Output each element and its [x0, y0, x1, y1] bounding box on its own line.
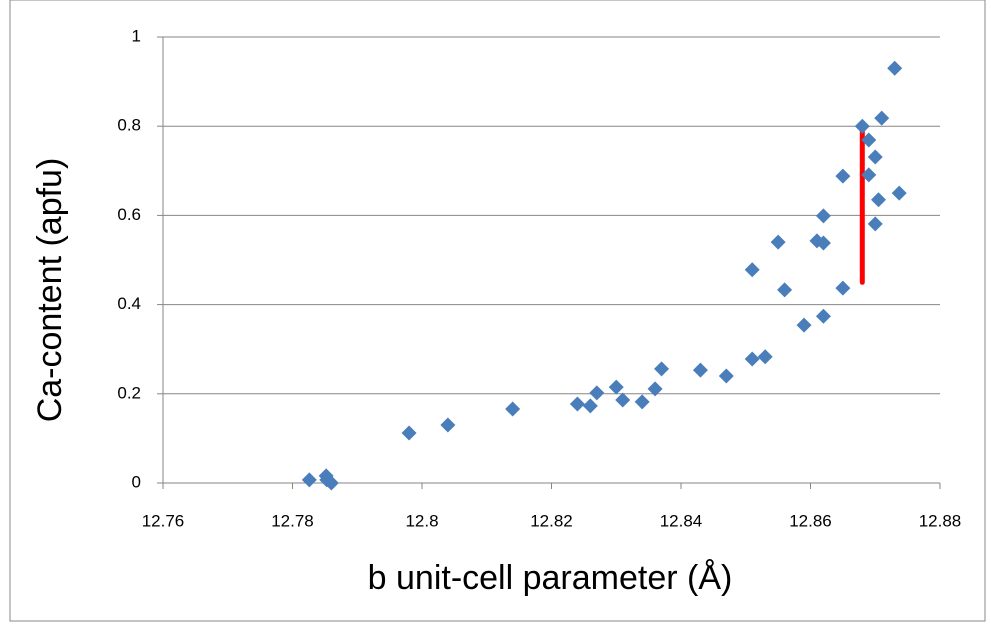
- point: [692, 362, 708, 378]
- point: [867, 216, 883, 232]
- point: [777, 282, 793, 298]
- point: [891, 185, 907, 201]
- point: [870, 192, 886, 208]
- point: [505, 401, 521, 417]
- point: [440, 417, 456, 433]
- point: [718, 368, 734, 384]
- y-tick-label: 0.8: [117, 116, 141, 135]
- point: [301, 472, 317, 488]
- x-tick-label: 12.78: [271, 511, 314, 530]
- point: [815, 308, 831, 324]
- x-axis-title: b unit-cell parameter (Å): [368, 559, 733, 597]
- point: [569, 396, 585, 412]
- point: [757, 349, 773, 365]
- point: [401, 425, 417, 441]
- point: [770, 234, 786, 250]
- x-tick-label: 12.84: [660, 511, 703, 530]
- y-tick-label: 0.6: [117, 205, 141, 224]
- point: [796, 317, 812, 333]
- point: [854, 118, 870, 134]
- x-tick-label: 12.86: [789, 511, 832, 530]
- point: [744, 262, 760, 278]
- y-tick-label: 1: [132, 26, 141, 45]
- point: [867, 149, 883, 165]
- point: [615, 392, 631, 408]
- x-tick-label: 12.82: [530, 511, 573, 530]
- point: [744, 351, 760, 367]
- point: [815, 208, 831, 224]
- y-tick-label: 0.4: [117, 294, 141, 313]
- x-tick-label: 12.76: [142, 511, 185, 530]
- point: [582, 398, 598, 414]
- point: [861, 167, 877, 183]
- point: [608, 379, 624, 395]
- x-tick-label: 12.8: [405, 511, 438, 530]
- point: [647, 381, 663, 397]
- point: [634, 394, 650, 410]
- point: [874, 110, 890, 126]
- x-tick-label: 12.88: [919, 511, 962, 530]
- point: [887, 60, 903, 76]
- point: [835, 168, 851, 184]
- y-tick-label: 0: [132, 472, 141, 491]
- point: [815, 235, 831, 251]
- y-tick-label: 0.2: [117, 383, 141, 402]
- point: [861, 132, 877, 148]
- point: [589, 385, 605, 401]
- point: [654, 361, 670, 377]
- y-axis-title: Ca-content (apfu): [31, 158, 69, 423]
- point: [835, 280, 851, 296]
- point: [323, 475, 339, 491]
